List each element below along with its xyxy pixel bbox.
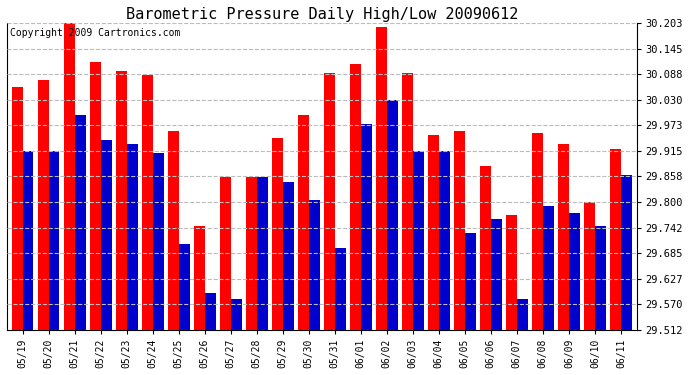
Bar <box>283 182 294 330</box>
Bar <box>584 202 595 330</box>
Bar <box>90 62 101 330</box>
Bar <box>517 298 528 330</box>
Bar <box>428 135 439 330</box>
Bar <box>152 153 164 330</box>
Bar <box>439 151 450 330</box>
Bar <box>168 131 179 330</box>
Bar <box>506 215 517 330</box>
Bar <box>558 144 569 330</box>
Bar <box>298 116 308 330</box>
Bar <box>532 133 543 330</box>
Bar <box>413 151 424 330</box>
Bar <box>610 148 621 330</box>
Bar <box>324 73 335 330</box>
Bar <box>48 151 59 330</box>
Bar <box>543 206 554 330</box>
Bar <box>179 244 190 330</box>
Bar <box>257 177 268 330</box>
Bar <box>23 151 34 330</box>
Text: Copyright 2009 Cartronics.com: Copyright 2009 Cartronics.com <box>10 28 181 38</box>
Bar <box>465 233 475 330</box>
Bar <box>246 177 257 330</box>
Bar <box>272 138 283 330</box>
Bar <box>387 100 397 330</box>
Bar <box>595 226 606 330</box>
Bar <box>141 75 152 330</box>
Bar <box>75 116 86 330</box>
Bar <box>63 11 75 330</box>
Bar <box>376 27 387 330</box>
Bar <box>350 64 361 330</box>
Bar <box>230 298 241 330</box>
Bar <box>194 226 205 330</box>
Bar <box>219 177 230 330</box>
Bar <box>335 249 346 330</box>
Bar <box>569 213 580 330</box>
Bar <box>308 200 319 330</box>
Bar <box>402 73 413 330</box>
Bar <box>116 71 127 330</box>
Bar <box>621 175 632 330</box>
Bar <box>12 87 23 330</box>
Bar <box>361 124 372 330</box>
Bar <box>101 140 112 330</box>
Title: Barometric Pressure Daily High/Low 20090612: Barometric Pressure Daily High/Low 20090… <box>126 7 518 22</box>
Bar <box>454 131 465 330</box>
Bar <box>480 166 491 330</box>
Bar <box>491 219 502 330</box>
Bar <box>205 293 215 330</box>
Bar <box>127 144 137 330</box>
Bar <box>38 80 48 330</box>
